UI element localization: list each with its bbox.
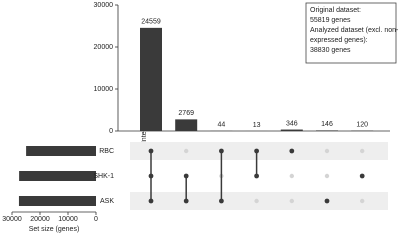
set-bar — [26, 146, 96, 156]
empty-dot — [324, 148, 330, 154]
empty-dot — [324, 173, 330, 179]
x-axis-label: Set size (genes) — [29, 226, 80, 233]
set-label: RBC — [99, 148, 114, 155]
annotation-line: expressed genes): — [310, 37, 368, 44]
set-bar — [19, 171, 96, 181]
empty-dot — [360, 148, 365, 154]
value-label: 346 — [286, 120, 298, 127]
annotation-line: 55819 genes — [310, 17, 351, 24]
member-dot — [359, 173, 365, 179]
annotation-box — [305, 2, 397, 64]
bar — [351, 130, 374, 131]
set-label: ASK — [100, 198, 114, 205]
set-tick-label: 20000 — [30, 216, 50, 223]
member-dot — [324, 198, 330, 204]
y-tick-label: 30000 — [94, 2, 114, 9]
set-label: SHK-1 — [93, 173, 114, 180]
value-label: 2769 — [178, 110, 194, 117]
member-dot — [289, 148, 295, 154]
value-label: 13 — [253, 122, 261, 129]
set-tick-label: 0 — [94, 216, 98, 223]
member-dot — [219, 148, 224, 154]
bar — [316, 130, 338, 131]
empty-dot — [289, 198, 294, 204]
value-label: 120 — [356, 121, 368, 128]
y-tick-label: 0 — [109, 128, 113, 135]
member-dot — [148, 148, 154, 154]
empty-dot — [254, 198, 259, 204]
member-dot — [183, 173, 189, 179]
bar — [175, 119, 198, 131]
empty-dot — [289, 173, 294, 179]
chart: Intersection size (genes) Set size (gene… — [2, 2, 399, 233]
row-stripe — [130, 192, 388, 210]
y-tick-label: 20000 — [94, 44, 114, 51]
member-dot — [148, 198, 154, 204]
member-dot — [148, 173, 154, 179]
set-tick-label: 30000 — [2, 216, 22, 223]
value-label: 146 — [321, 121, 333, 128]
member-dot — [254, 148, 259, 154]
value-label: 24559 — [141, 19, 161, 26]
set-bar — [18, 196, 96, 206]
empty-dot — [360, 198, 365, 204]
member-dot — [219, 198, 224, 204]
annotation-line: Analyzed dataset (excl. non- — [310, 27, 399, 34]
bar — [140, 27, 162, 131]
value-label: 44 — [218, 122, 226, 129]
annotation-line: 38830 genes — [310, 47, 351, 54]
y-tick-label: 10000 — [94, 86, 114, 93]
annotation-line: Original dataset: — [310, 7, 361, 14]
member-dot — [254, 173, 259, 179]
member-dot — [183, 198, 189, 204]
bar — [280, 129, 303, 131]
set-tick-label: 10000 — [58, 216, 78, 223]
empty-dot — [184, 148, 189, 154]
